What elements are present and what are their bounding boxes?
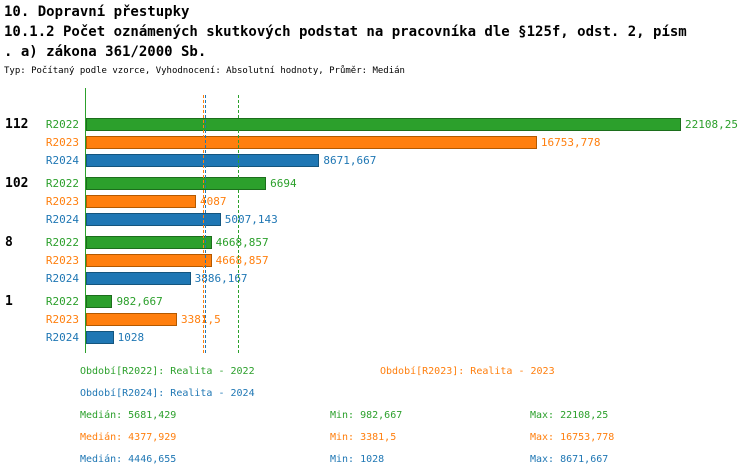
series-label: R2022 [45, 236, 79, 249]
stat-min-r2024: Min: 1028 [330, 454, 385, 465]
category-label: 102 [5, 176, 29, 191]
stat-max-r2024: Max: 8671,667 [530, 454, 609, 465]
value-label: 982,667 [116, 295, 163, 308]
stat-min-r2023: Min: 3381,5 [330, 432, 397, 443]
value-label: 3886,167 [194, 272, 248, 285]
bar [86, 295, 113, 308]
stat-max-r2023: Max: 16753,778 [530, 432, 615, 443]
page-title: 10. Dopravní přestupky [4, 4, 190, 20]
median-line [202, 95, 204, 353]
bar [86, 195, 196, 208]
series-label: R2022 [45, 118, 79, 131]
value-label: 8671,667 [323, 154, 377, 167]
series-label: R2024 [45, 154, 79, 167]
value-label: 6694 [270, 177, 297, 190]
bar [86, 177, 267, 190]
median-line [237, 95, 239, 353]
bar [86, 136, 537, 149]
y-axis-line [85, 88, 86, 353]
bar [86, 331, 114, 344]
value-label: 4668,857 [215, 254, 269, 267]
chart-title-line1: 10.1.2 Počet oznámených skutkových podst… [4, 24, 687, 40]
series-label: R2024 [45, 213, 79, 226]
bar [86, 213, 221, 226]
stat-median-r2022: Medián: 5681,429 [80, 410, 177, 421]
legend-r2022: Období[R2022]: Realita - 2022 [80, 366, 255, 377]
series-label: R2023 [45, 313, 79, 326]
value-label: 3381,5 [181, 313, 221, 326]
value-label: 22108,25 [685, 118, 738, 131]
stat-median-r2024: Medián: 4446,655 [80, 454, 177, 465]
category-label: 112 [5, 117, 29, 132]
value-label: 5007,143 [224, 213, 278, 226]
series-label: R2022 [45, 177, 79, 190]
value-label: 1028 [117, 331, 145, 344]
bar [86, 272, 191, 285]
category-label: 8 [5, 235, 13, 250]
bar [86, 154, 320, 167]
stat-max-r2022: Max: 22108,25 [530, 410, 609, 421]
series-label: R2022 [45, 295, 79, 308]
legend-r2023: Období[R2023]: Realita - 2023 [380, 366, 555, 377]
bar [86, 236, 212, 249]
series-label: R2023 [45, 136, 79, 149]
stat-min-r2022: Min: 982,667 [330, 410, 403, 421]
category-label: 1 [5, 294, 13, 309]
value-label: 4087 [199, 195, 227, 208]
legend-r2024: Období[R2024]: Realita - 2024 [80, 388, 255, 399]
chart-subtitle: Typ: Počítaný podle vzorce, Vyhodnocení:… [4, 66, 405, 76]
value-label: 4668,857 [215, 236, 269, 249]
series-label: R2023 [45, 254, 79, 267]
bar [86, 313, 177, 326]
series-label: R2024 [45, 331, 79, 344]
series-label: R2023 [45, 195, 79, 208]
stat-median-r2023: Medián: 4377,929 [80, 432, 177, 443]
median-line [204, 95, 206, 353]
chart-title-line2: . a) zákona 361/2000 Sb. [4, 44, 207, 60]
bar [86, 118, 681, 131]
bar [86, 254, 212, 267]
value-label: 16753,778 [540, 136, 601, 149]
series-label: R2024 [45, 272, 79, 285]
